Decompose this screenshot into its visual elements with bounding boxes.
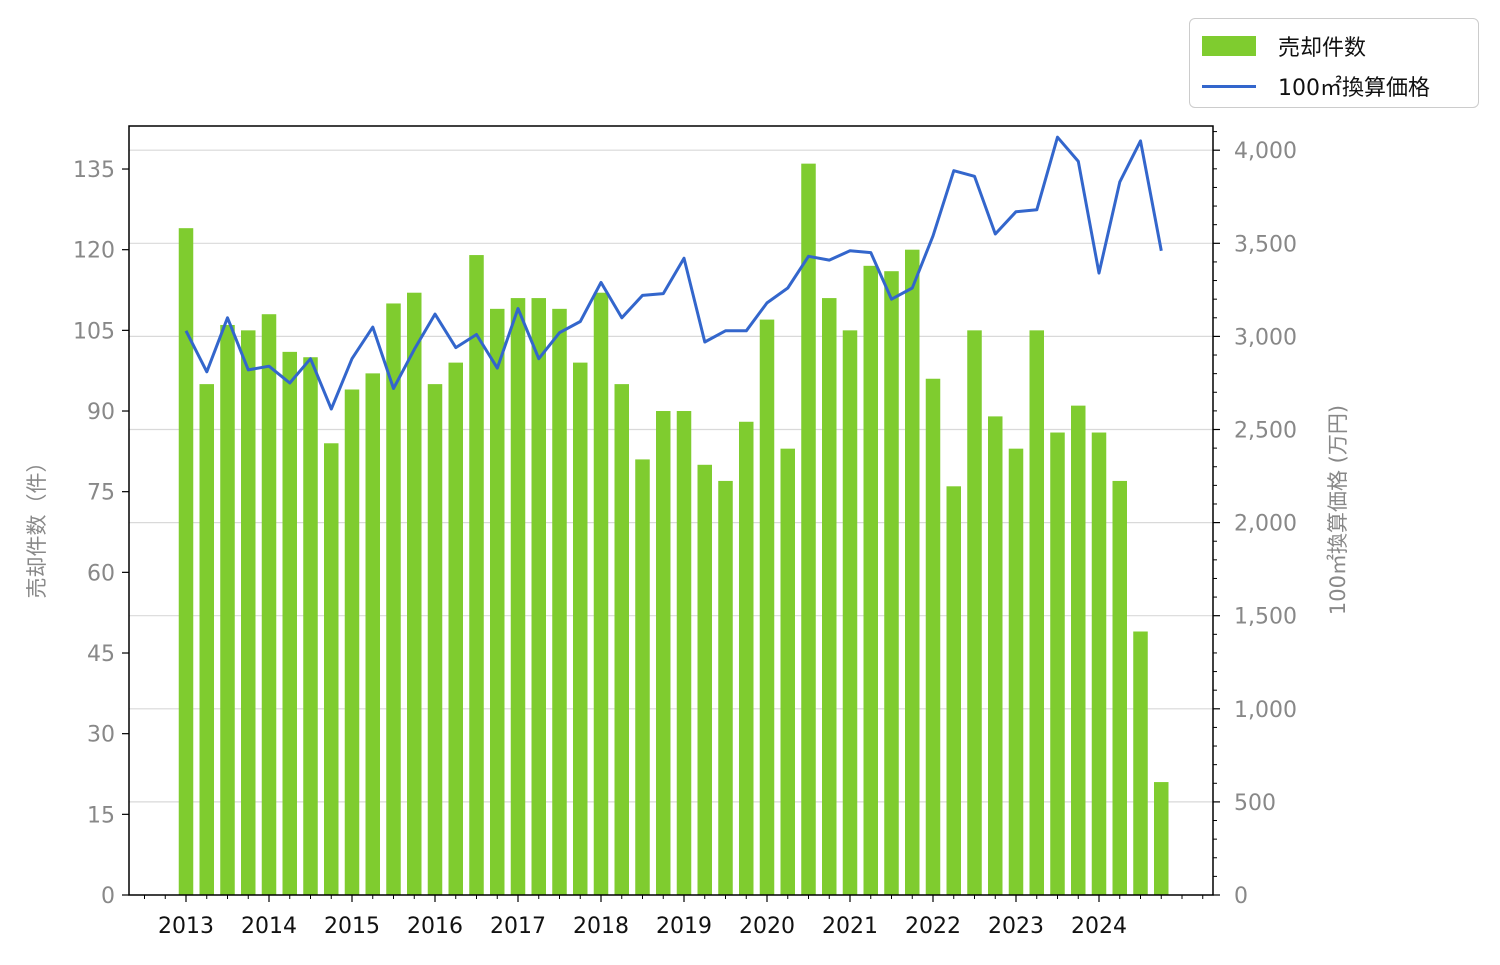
bar-sales-count xyxy=(925,378,941,895)
bar-sales-count xyxy=(531,298,546,895)
right-tick-label: 3,500 xyxy=(1234,232,1297,257)
bar-sales-count xyxy=(739,421,754,895)
x-tick-label: 2024 xyxy=(1071,914,1127,939)
x-tick-label: 2021 xyxy=(822,914,878,939)
x-tick-label: 2014 xyxy=(241,914,297,939)
bar-sales-count xyxy=(593,292,609,895)
left-axis-title: 売却件数（件） xyxy=(25,451,49,599)
bar-sales-count xyxy=(801,163,816,895)
x-tick-label: 2016 xyxy=(407,914,463,939)
bar-sales-count xyxy=(1154,782,1169,895)
bar-sales-count xyxy=(780,448,795,895)
bar-sales-count xyxy=(718,480,733,895)
bar-sales-count xyxy=(386,303,401,895)
legend: 売却件数 100㎡換算価格 xyxy=(1189,18,1479,108)
legend-label-sales-count: 売却件数 xyxy=(1278,36,1367,61)
bar-sales-count xyxy=(635,459,650,895)
legend-item-price: 100㎡換算価格 xyxy=(1202,71,1430,101)
legend-label-price: 100㎡換算価格 xyxy=(1278,76,1430,101)
bar-sales-count xyxy=(946,486,961,895)
right-tick-label: 3,000 xyxy=(1234,325,1297,350)
left-tick-label: 45 xyxy=(87,642,115,667)
bar-sales-count xyxy=(988,416,1003,895)
left-tick-label: 15 xyxy=(87,803,115,828)
x-tick-label: 2020 xyxy=(739,914,795,939)
left-tick-label: 75 xyxy=(87,481,115,506)
left-tick-label: 0 xyxy=(101,884,115,909)
left-tick-label: 60 xyxy=(87,561,115,586)
x-tick-label: 2022 xyxy=(905,914,961,939)
right-tick-label: 1,000 xyxy=(1234,698,1297,723)
bar-sales-count xyxy=(1071,405,1086,895)
price-line xyxy=(184,135,1163,411)
legend-item-sales-count: 売却件数 xyxy=(1202,31,1366,61)
bar-sales-count xyxy=(1050,432,1065,895)
x-tick-label: 2017 xyxy=(490,914,546,939)
bar-sales-count xyxy=(324,443,339,895)
right-tick-label: 2,500 xyxy=(1234,419,1297,444)
x-tick-label: 2013 xyxy=(158,914,214,939)
x-tick-label: 2015 xyxy=(324,914,380,939)
bar-sales-count xyxy=(199,384,214,895)
bar-sales-count xyxy=(1008,448,1024,895)
bar-sales-count xyxy=(676,411,692,895)
bar-sales-count xyxy=(656,411,671,895)
bar-sales-count xyxy=(552,308,567,895)
bar-sales-count xyxy=(614,384,629,895)
bar-sales-count xyxy=(573,362,588,896)
x-tick-label: 2018 xyxy=(573,914,629,939)
bar-sales-count xyxy=(1112,480,1127,895)
bar-sales-count xyxy=(407,292,422,895)
bar-sales-count xyxy=(905,249,920,896)
left-tick-label: 135 xyxy=(73,158,115,183)
bar-sales-count xyxy=(863,265,878,895)
bar-sales-count xyxy=(1091,432,1107,895)
bar-sales-count xyxy=(282,351,297,896)
bar-sales-count xyxy=(469,255,484,896)
plot-frame xyxy=(128,125,1214,896)
left-tick-label: 30 xyxy=(87,723,115,748)
bar-sales-count xyxy=(842,330,858,896)
bar-sales-count xyxy=(490,308,505,895)
bar-sales-count xyxy=(1029,330,1044,896)
right-tick-label: 500 xyxy=(1234,791,1276,816)
bar-sales-count xyxy=(759,319,775,896)
left-tick-label: 105 xyxy=(73,319,115,344)
bar-sales-count xyxy=(697,464,712,895)
right-tick-label: 1,500 xyxy=(1234,605,1297,630)
bar-sales-count xyxy=(220,324,235,895)
bar-sales-count xyxy=(510,298,526,895)
bar-sales-count xyxy=(448,362,463,896)
x-tick-label: 2023 xyxy=(988,914,1044,939)
bar-sales-count xyxy=(365,373,380,896)
bar-sales-count xyxy=(822,298,837,895)
x-tick-label: 2019 xyxy=(656,914,712,939)
left-tick-label: 120 xyxy=(73,239,115,264)
bar-sales-count xyxy=(178,228,194,896)
bar-sales-count xyxy=(344,389,360,895)
bar-sales-count xyxy=(241,330,256,896)
right-tick-label: 4,000 xyxy=(1234,139,1297,164)
right-tick-label: 0 xyxy=(1234,884,1248,909)
legend-line-swatch xyxy=(1202,84,1256,88)
left-tick-label: 90 xyxy=(87,400,115,425)
bar-sales-count xyxy=(1133,631,1148,895)
legend-bar-swatch xyxy=(1202,36,1256,56)
bar-sales-count xyxy=(261,314,277,895)
bar-sales-count xyxy=(303,357,318,895)
bar-sales-count xyxy=(884,271,899,895)
bar-sales-count xyxy=(967,330,982,896)
right-tick-label: 2,000 xyxy=(1234,512,1297,537)
bar-sales-count xyxy=(427,384,443,895)
right-axis-title: 100㎡換算価格 (万円) xyxy=(1326,404,1350,616)
